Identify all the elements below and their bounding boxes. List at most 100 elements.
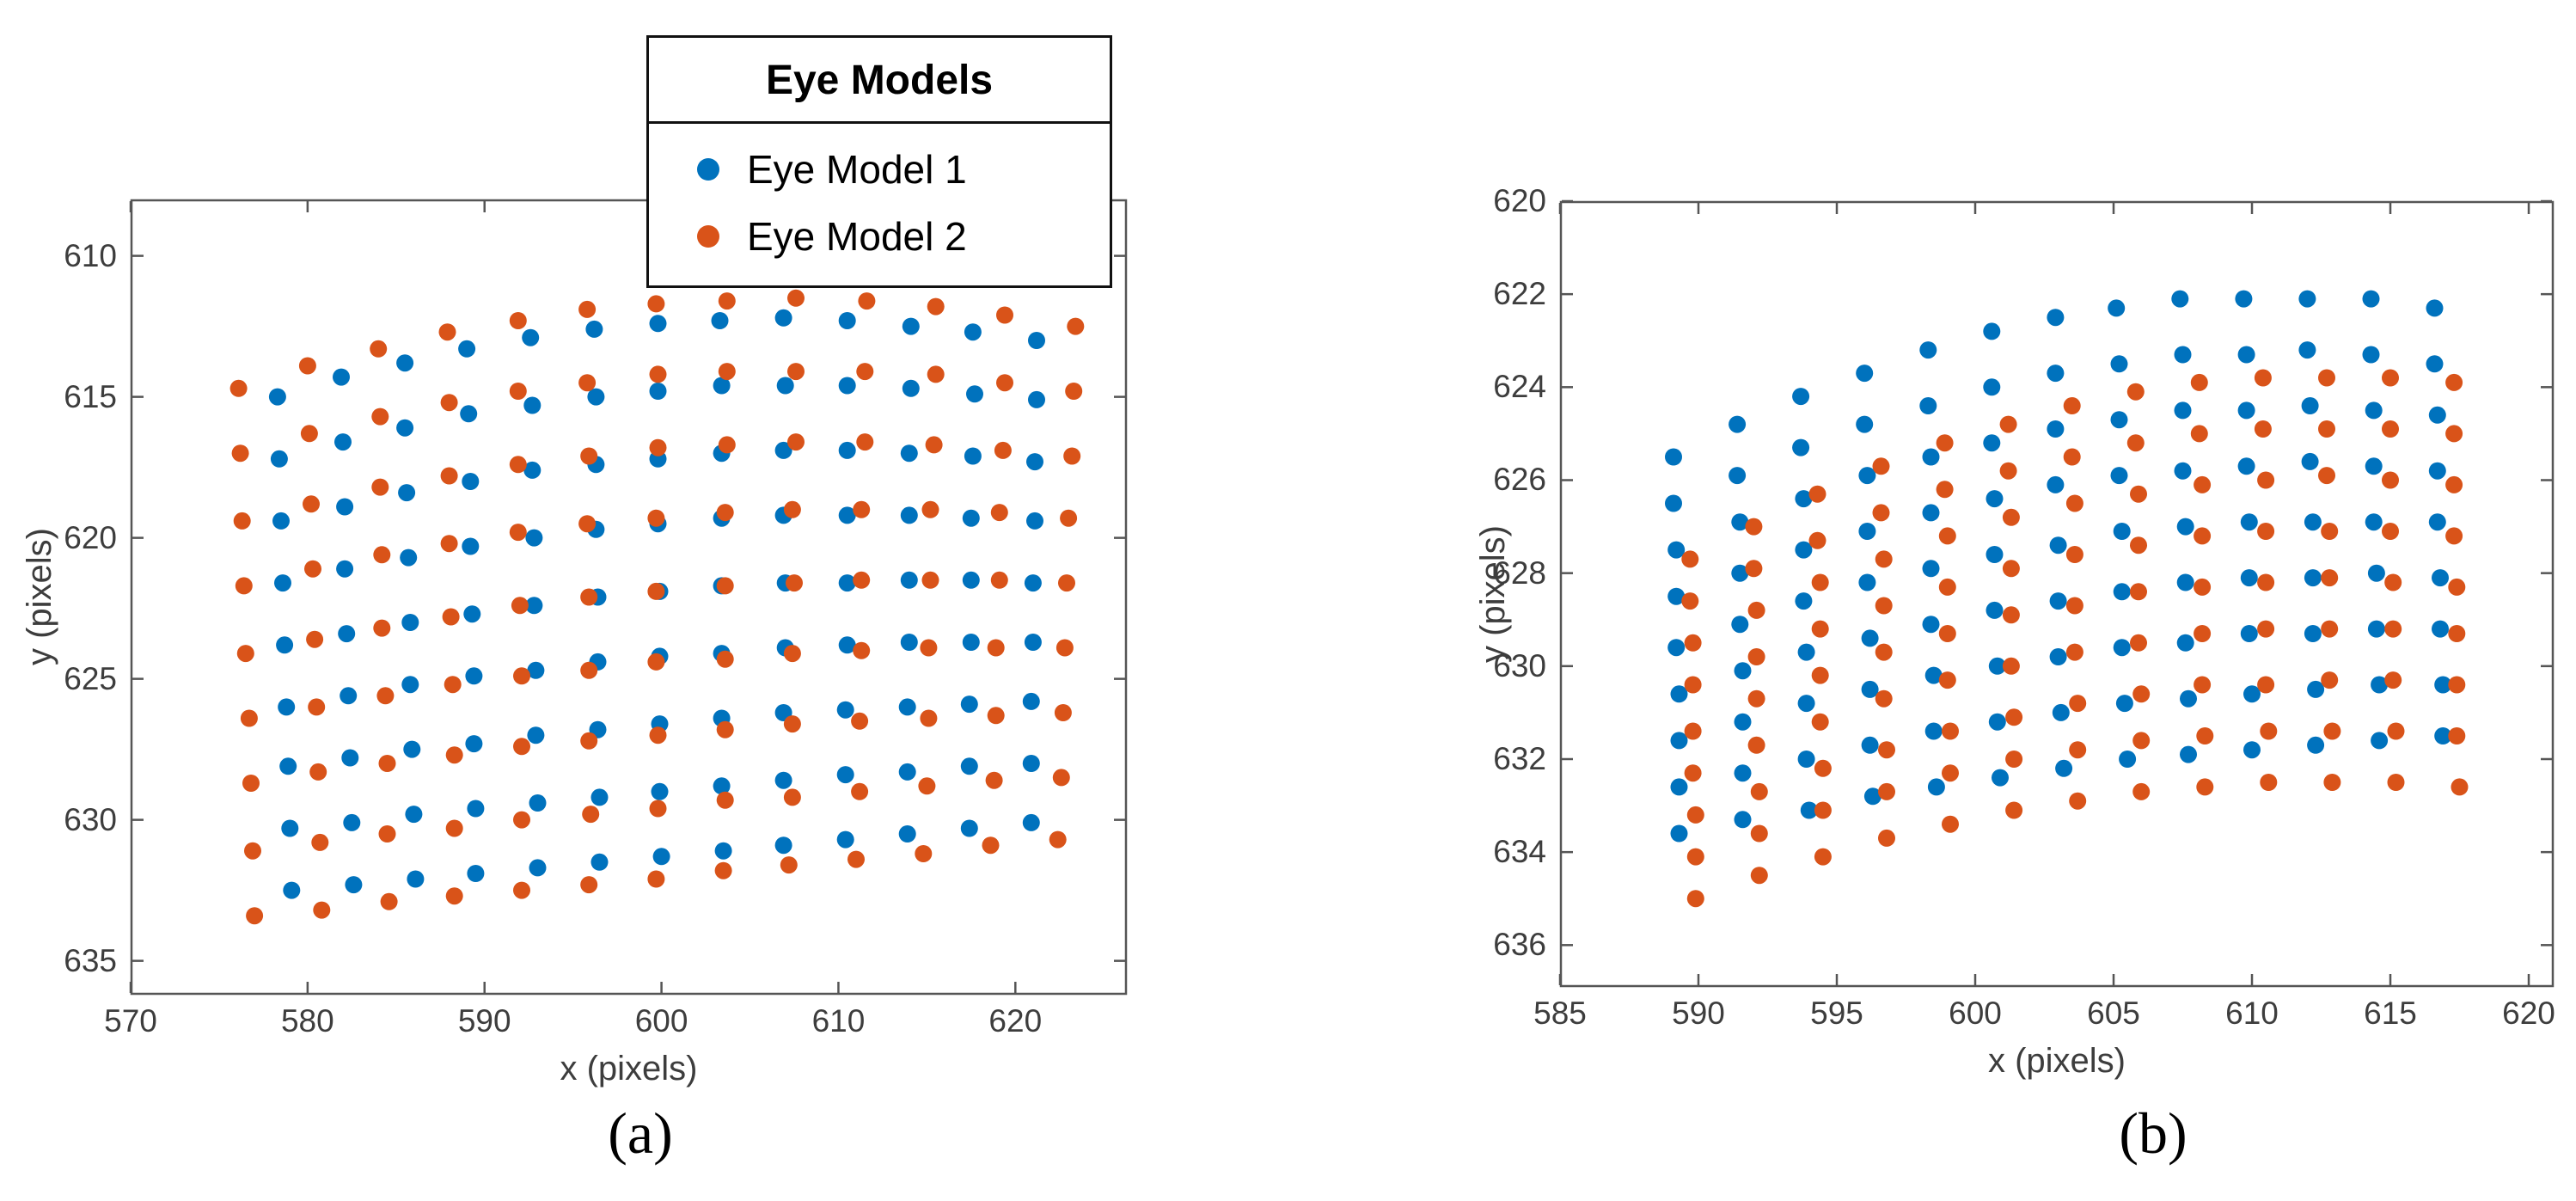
data-point (2307, 680, 2325, 698)
data-point (1938, 625, 1956, 642)
data-point (1986, 546, 2004, 563)
data-point (647, 295, 665, 313)
data-point (458, 340, 476, 358)
data-point (298, 357, 316, 375)
data-point (1983, 378, 2001, 396)
data-point (467, 800, 485, 818)
data-point (2384, 573, 2402, 591)
data-point (716, 720, 734, 738)
data-point (2130, 583, 2147, 601)
data-point (1924, 722, 1943, 740)
data-point (283, 881, 301, 899)
data-point (378, 755, 396, 772)
y-tick-label: 626 (1493, 462, 1546, 498)
data-point (786, 574, 803, 592)
data-point (370, 340, 388, 358)
data-point (2428, 513, 2446, 531)
data-point (774, 441, 792, 459)
data-point (308, 698, 326, 716)
data-point (2240, 513, 2258, 531)
data-point (345, 876, 363, 894)
data-point (1814, 848, 1832, 866)
data-point (1927, 778, 1945, 796)
data-point (522, 328, 540, 346)
data-point (2130, 536, 2147, 555)
data-point (651, 782, 669, 800)
data-point (1986, 490, 2004, 508)
data-point (523, 396, 542, 414)
data-point (925, 436, 943, 454)
data-point (511, 597, 529, 615)
data-point (713, 377, 731, 395)
y-tick-label: 625 (64, 660, 117, 696)
data-point (304, 560, 321, 578)
data-point (2362, 290, 2380, 308)
data-point (396, 354, 414, 372)
data-point (338, 625, 356, 643)
data-point (585, 320, 603, 338)
data-point (2132, 782, 2151, 800)
data-point (856, 363, 874, 381)
x-tick-label: 610 (2225, 996, 2279, 1031)
data-point (1811, 713, 1829, 731)
plot-a-xlabel: x (pixels) (560, 1050, 698, 1088)
data-point (1942, 764, 1959, 782)
y-tick-label: 615 (64, 378, 117, 414)
data-point (713, 777, 731, 795)
data-point (962, 571, 980, 589)
plot-a-canvas (129, 199, 1128, 996)
data-point (2384, 620, 2402, 638)
data-point (1797, 695, 1815, 713)
data-point (580, 661, 598, 679)
data-point (1665, 494, 1682, 512)
data-point (858, 292, 876, 310)
data-point (590, 788, 609, 806)
data-point (718, 292, 736, 310)
series-1-points (1665, 290, 2452, 843)
data-point (714, 861, 732, 879)
data-point (2257, 676, 2275, 694)
data-point (996, 306, 1013, 324)
data-point (853, 571, 871, 589)
data-point (915, 845, 933, 862)
data-point (921, 571, 939, 589)
data-point (525, 597, 543, 615)
data-point (1999, 462, 2017, 480)
data-point (649, 800, 667, 818)
data-point (1938, 527, 1956, 545)
y-tick-label: 622 (1493, 276, 1546, 312)
data-point (401, 676, 419, 694)
data-point (513, 881, 530, 899)
data-point (1026, 512, 1043, 530)
data-point (2257, 523, 2275, 540)
data-point (2362, 346, 2380, 364)
data-point (513, 667, 530, 685)
data-point (1750, 867, 1768, 885)
data-point (2235, 290, 2253, 308)
data-point (2257, 620, 2275, 638)
data-point (2176, 634, 2194, 652)
data-point (401, 614, 419, 631)
data-point (1734, 811, 1752, 829)
data-point (2110, 411, 2128, 429)
data-point (2174, 401, 2192, 420)
data-point (1022, 755, 1040, 772)
data-point (1028, 332, 1045, 349)
x-tick-label: 580 (280, 1003, 334, 1039)
data-point (2115, 695, 2133, 713)
data-point (2005, 751, 2023, 768)
data-point (649, 383, 667, 400)
data-point (1686, 848, 1704, 866)
data-point (2254, 420, 2272, 438)
data-point (990, 504, 1008, 522)
data-point (921, 500, 939, 518)
data-point (303, 495, 320, 513)
data-point (1734, 662, 1752, 680)
data-point (2002, 508, 2020, 526)
data-point (964, 447, 982, 465)
data-point (442, 608, 460, 626)
data-point (380, 892, 398, 910)
data-point (1936, 434, 1954, 452)
data-point (2176, 573, 2194, 591)
data-point (2428, 406, 2446, 424)
